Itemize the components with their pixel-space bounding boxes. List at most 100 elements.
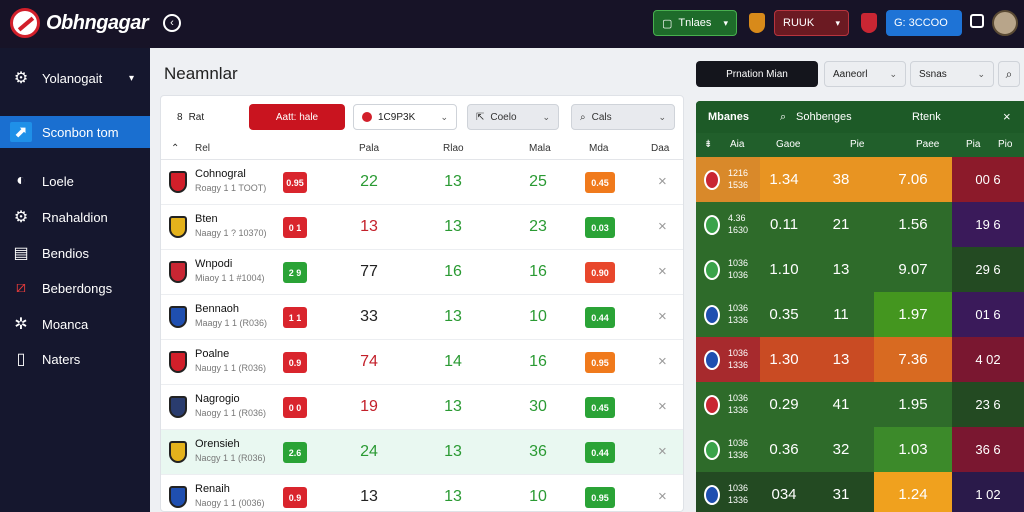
odds-cell-b[interactable]: 13	[808, 337, 874, 382]
odds-cell-a[interactable]: 034	[760, 472, 808, 512]
odds-cell-d[interactable]: 1 02	[952, 472, 1024, 512]
shield-icon[interactable]	[749, 13, 765, 33]
blue-toolbar-button[interactable]: G: 3CCOO	[886, 10, 962, 36]
column-header[interactable]: Daa	[651, 143, 670, 154]
odds-cell-c[interactable]: 7.36	[874, 337, 952, 382]
odds-row[interactable]: 1216 1536 1.34 38 7.06 00 6	[696, 157, 1024, 202]
odds-cell-c[interactable]: 1.97	[874, 292, 952, 337]
odds-badge[interactable]: 0.45	[585, 397, 615, 418]
odds-cell-d[interactable]: 23 6	[952, 382, 1024, 427]
team-name[interactable]: Bennaoh	[195, 303, 240, 315]
add-filter-button[interactable]: Aatt: hale	[249, 104, 345, 130]
column-header[interactable]: Pala	[359, 143, 380, 154]
odds-row[interactable]: 1036 1336 034 31 1.24 1 02	[696, 472, 1024, 512]
menu-icon[interactable]	[970, 14, 984, 28]
team-name[interactable]: Nagrogio	[195, 393, 240, 405]
column-header[interactable]: Rel	[195, 143, 211, 154]
prediction-button[interactable]: Prnation Mian	[696, 61, 818, 87]
odds-badge[interactable]: 0.03	[585, 217, 615, 238]
sidebar-item-7[interactable]: ▯ Naters	[0, 343, 150, 375]
odds-cell-b[interactable]: 38	[808, 157, 874, 202]
flag-icon[interactable]	[861, 13, 877, 33]
remove-icon[interactable]: ×	[658, 443, 667, 460]
search-button[interactable]: ⌕	[998, 61, 1020, 87]
table-row[interactable]: Wnpodi Miaoy 1 1 #1004) 2 9 77 16 16 0.90 ×	[161, 250, 683, 295]
odds-badge[interactable]: 0.45	[585, 172, 615, 193]
odds-cell-a[interactable]: 0.11	[760, 202, 808, 247]
remove-icon[interactable]: ×	[658, 173, 667, 190]
remove-icon[interactable]: ×	[658, 218, 667, 235]
odds-row[interactable]: 4.36 1630 0.11 21 1.56 19 6	[696, 202, 1024, 247]
column-header[interactable]: Gaoe	[776, 139, 801, 150]
odds-badge[interactable]: 0.95	[585, 487, 615, 508]
filter-icon[interactable]: ⇟	[704, 139, 713, 150]
column-header[interactable]: Paee	[916, 139, 940, 150]
odds-cell-d[interactable]: 19 6	[952, 202, 1024, 247]
odds-cell-b[interactable]: 11	[808, 292, 874, 337]
odds-cell-b[interactable]: 13	[808, 247, 874, 292]
column-header[interactable]: Pio	[998, 139, 1013, 150]
odds-cell-d[interactable]: 01 6	[952, 292, 1024, 337]
remove-icon[interactable]: ×	[658, 353, 667, 370]
odds-cell-d[interactable]: 00 6	[952, 157, 1024, 202]
table-row[interactable]: Poalne Naugy 1 1 (R036) 0.9 74 14 16 0.95 ×	[161, 340, 683, 385]
odds-cell-c[interactable]: 1.24	[874, 472, 952, 512]
avatar[interactable]	[992, 10, 1018, 36]
season-select[interactable]: 1C9P3K ⌄	[353, 104, 457, 130]
odds-cell-c[interactable]: 1.56	[874, 202, 952, 247]
table-row[interactable]: Orensieh Nacgy 1 1 (R036) 2.6 24 13 36 0.44 ×	[161, 430, 683, 475]
odds-cell-a[interactable]: 0.35	[760, 292, 808, 337]
team-name[interactable]: Wnpodi	[195, 258, 233, 270]
odds-badge[interactable]: 0.95	[585, 352, 615, 373]
odds-cell-a[interactable]: 1.34	[760, 157, 808, 202]
remove-icon[interactable]: ×	[658, 263, 667, 280]
search-icon[interactable]: ⌕	[780, 111, 787, 123]
odds-cell-d[interactable]: 4 02	[952, 337, 1024, 382]
table-row[interactable]: Cohnogral Roagy 1 1 TOOT) 0.95 22 13 25 0.45 ×	[161, 160, 683, 205]
odds-cell-a[interactable]: 0.36	[760, 427, 808, 472]
odds-row[interactable]: 1036 1036 1.10 13 9.07 29 6	[696, 247, 1024, 292]
odds-cell-a[interactable]: 1.10	[760, 247, 808, 292]
odds-cell-a[interactable]: 1.30	[760, 337, 808, 382]
odds-badge[interactable]: 0.44	[585, 307, 615, 328]
red-toolbar-button[interactable]: RUUK ▾	[774, 10, 849, 36]
odds-cell-b[interactable]: 41	[808, 382, 874, 427]
team-name[interactable]: Cohnogral	[195, 168, 246, 180]
odds-panel-search[interactable]: Sohbenges	[796, 111, 852, 123]
table-row[interactable]: Bennaoh Maagy 1 1 (R036) 1 1 33 13 10 0.44 ×	[161, 295, 683, 340]
sidebar-item-3[interactable]: ⚙ Rnahaldion	[0, 201, 150, 233]
column-header[interactable]: Pia	[966, 139, 981, 150]
column-header[interactable]: Aia	[730, 139, 745, 150]
column-header[interactable]: Mda	[589, 143, 609, 154]
remove-icon[interactable]: ×	[658, 488, 667, 505]
remove-icon[interactable]: ×	[658, 398, 667, 415]
sidebar-item-2[interactable]: ◐ Loele	[0, 165, 150, 197]
sidebar-item-6[interactable]: ✲ Moanca	[0, 308, 150, 340]
odds-cell-d[interactable]: 29 6	[952, 247, 1024, 292]
team-name[interactable]: Renaih	[195, 483, 230, 495]
team-name[interactable]: Bten	[195, 213, 218, 225]
odds-cell-b[interactable]: 32	[808, 427, 874, 472]
right-select-2[interactable]: Ssnas ⌄	[910, 61, 994, 87]
remove-icon[interactable]: ×	[658, 308, 667, 325]
right-select-1[interactable]: Aaneorl ⌄	[824, 61, 906, 87]
odds-cell-d[interactable]: 36 6	[952, 427, 1024, 472]
odds-cell-c[interactable]: 1.03	[874, 427, 952, 472]
sidebar-item-0[interactable]: ⚙ Yolanogait ▾	[0, 62, 150, 94]
odds-cell-c[interactable]: 7.06	[874, 157, 952, 202]
team-name[interactable]: Orensieh	[195, 438, 240, 450]
type-select[interactable]: ⇱ Coelo ⌄	[467, 104, 559, 130]
sort-icon[interactable]: ⌃	[171, 143, 180, 154]
column-header[interactable]: Pie	[850, 139, 865, 150]
app-logo[interactable]: Obhngagar	[10, 8, 149, 38]
odds-cell-a[interactable]: 0.29	[760, 382, 808, 427]
green-toolbar-button[interactable]: ▢ Tnlaes ▾	[653, 10, 737, 36]
odds-cell-b[interactable]: 31	[808, 472, 874, 512]
close-icon[interactable]: ×	[1003, 109, 1011, 124]
odds-row[interactable]: 1036 1336 1.30 13 7.36 4 02	[696, 337, 1024, 382]
back-icon[interactable]: ‹	[163, 14, 181, 32]
column-header[interactable]: Rlao	[443, 143, 464, 154]
column-header[interactable]: Mala	[529, 143, 551, 154]
table-row[interactable]: Bten Naagy 1 ? 10370) 0 1 13 13 23 0.03 ×	[161, 205, 683, 250]
sidebar-item-5[interactable]: ⧄ Beberdongs	[0, 272, 150, 304]
